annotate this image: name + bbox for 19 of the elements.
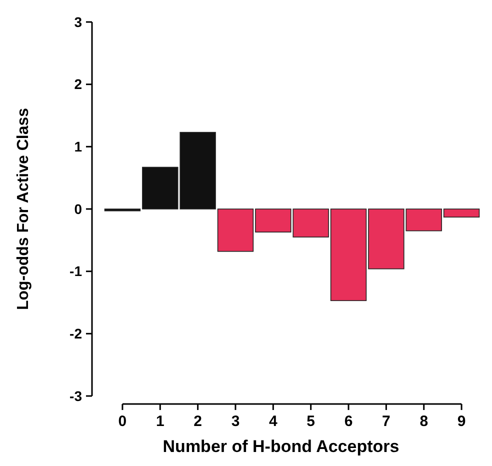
- y-tick-label: 2: [74, 76, 82, 92]
- x-tick-label: 2: [194, 413, 202, 430]
- y-tick-label: -3: [70, 388, 82, 404]
- y-tick-label: 0: [74, 200, 82, 217]
- y-tick-label: -1: [70, 263, 82, 280]
- x-tick-label: 9: [457, 413, 466, 430]
- x-tick-label: 3: [231, 413, 240, 430]
- x-axis-title: Number of H-bond Acceptors: [162, 437, 400, 456]
- x-tick-label: 1: [156, 413, 164, 430]
- x-tick-label: 6: [344, 413, 353, 430]
- x-tick-label: 0: [118, 413, 127, 430]
- x-tick-label: 8: [420, 413, 428, 430]
- y-tick-label: 1: [74, 138, 82, 155]
- y-tick-label: 3: [74, 14, 82, 30]
- y-axis-title: Log-odds For Active Class: [15, 108, 32, 310]
- x-tick-label: 5: [306, 413, 316, 430]
- x-tick-label: 7: [382, 413, 390, 430]
- x-tick-label: 4: [268, 413, 278, 430]
- y-tick-label: -2: [70, 326, 82, 342]
